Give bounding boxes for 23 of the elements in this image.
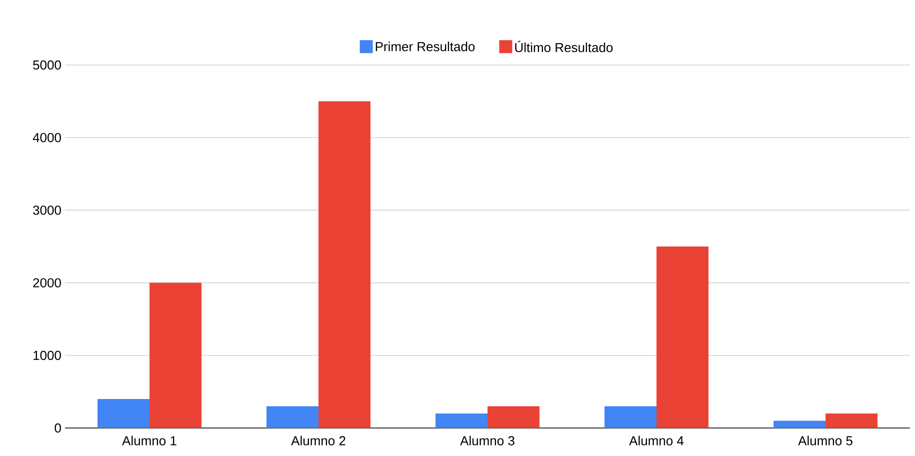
x-tick-label: Alumno 3 — [460, 436, 514, 446]
bar — [656, 246, 708, 428]
bar — [488, 406, 540, 428]
x-tick-label: Alumno 4 — [629, 436, 684, 446]
legend-label: Último Resultado — [515, 40, 613, 52]
x-tick-label: Alumno 2 — [291, 436, 346, 446]
x-tick-label: Alumno 1 — [122, 436, 176, 446]
bar — [826, 413, 878, 428]
bar — [774, 420, 826, 428]
bar — [318, 101, 371, 428]
y-tick-label: 4000 — [32, 132, 61, 142]
y-tick-label: 5000 — [33, 60, 61, 70]
bar — [150, 282, 202, 428]
bar — [436, 413, 488, 428]
y-tick-label: 1000 — [34, 350, 61, 360]
y-tick-label: 0 — [54, 423, 61, 433]
x-tick-label: Alumno 5 — [798, 436, 852, 446]
legend-label: Primer Resultado — [376, 42, 475, 52]
y-tick-label: 2000 — [33, 278, 61, 288]
bar — [266, 406, 319, 428]
y-tick-label: 3000 — [33, 206, 61, 215]
bar — [98, 398, 150, 428]
bar — [604, 406, 657, 428]
